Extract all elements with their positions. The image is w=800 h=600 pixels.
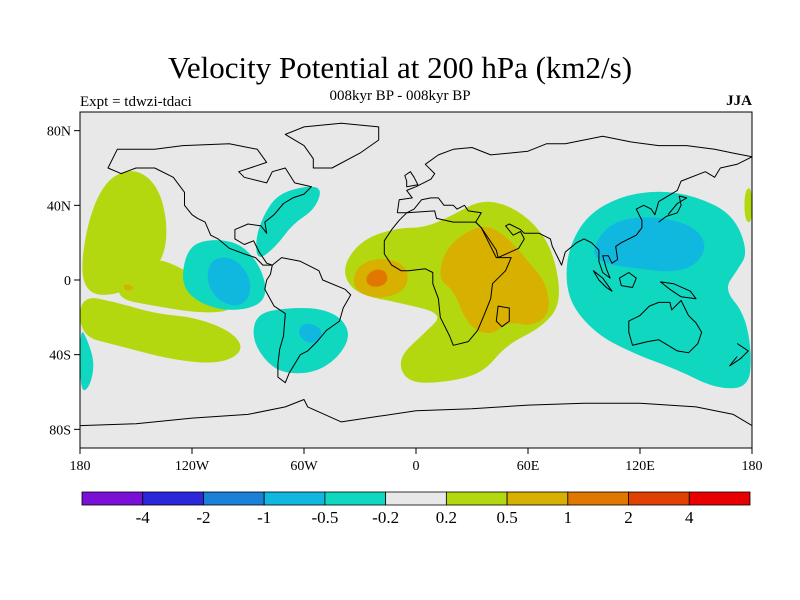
x-tick-label: 0 — [413, 459, 420, 474]
colorbar-swatch — [324, 491, 387, 506]
colorbar-swatch — [567, 491, 629, 506]
colorbar-swatch — [688, 491, 751, 506]
colorbar-swatch — [385, 491, 447, 506]
colorbar-label: -2 — [196, 508, 210, 527]
coastline-japan — [658, 195, 688, 223]
colorbar-label: 0.5 — [496, 508, 517, 527]
coastline-new-guinea — [660, 281, 697, 300]
contour-west-pacific-core — [594, 217, 705, 272]
coastline-greenland — [284, 122, 380, 169]
contour-southern-edge-negative — [80, 332, 94, 391]
season-label: JJA — [726, 93, 752, 109]
coastline-north-america — [107, 143, 312, 266]
y-tick-label: 0 — [64, 274, 71, 289]
colorbar-swatch — [81, 491, 144, 506]
y-tick-label: 80N — [47, 125, 71, 140]
experiment-label: Expt = tdwzi-tdaci — [80, 94, 192, 110]
contour-tiny-pacific-positive — [123, 284, 134, 291]
colorbar: -4 -2 -1 -0.5 -0.2 0.2 0.5 1 2 4 — [81, 491, 751, 527]
colorbar-label: -0.5 — [311, 508, 338, 527]
colorbar-swatch — [445, 491, 508, 506]
colorbar-swatch — [263, 491, 326, 506]
coastline-asia-east — [397, 156, 752, 279]
coastline-south-america — [264, 257, 352, 384]
contour-south-america-negative — [253, 308, 348, 374]
coastline-antarctica — [80, 399, 752, 427]
contour-south-pacific-positive — [80, 298, 241, 363]
contour-east-africa-core — [440, 226, 549, 334]
x-tick-label: 60E — [517, 459, 540, 474]
colorbar-label: -1 — [257, 508, 271, 527]
contour-dateline-positive — [744, 188, 752, 223]
coastline-indonesia-1 — [592, 270, 613, 292]
coastline-indonesia-2 — [619, 272, 637, 288]
x-tick-label: 120W — [175, 459, 210, 474]
map-plot-area — [80, 112, 752, 448]
colorbar-label: 1 — [564, 508, 573, 527]
colorbar-swatch — [203, 491, 265, 506]
x-tick-label: 60W — [290, 459, 318, 474]
colorbar-swatch — [506, 491, 569, 506]
x-tick-label: 180 — [70, 459, 91, 474]
colorbar-label: -0.2 — [372, 508, 399, 527]
contour-north-atlantic-negative — [256, 186, 320, 257]
coastline-africa — [383, 210, 512, 346]
colorbar-label: 4 — [685, 508, 694, 527]
coastline-madagascar — [495, 305, 510, 328]
y-tick-label: 40N — [47, 199, 71, 214]
colorbar-swatch — [142, 491, 204, 506]
contour-africa-west-max — [366, 269, 388, 287]
axis-ticks: 180 120W 60W 0 60E 120E 180 80N 40N 0 40S 80S — [47, 125, 763, 474]
coastline-uk — [404, 171, 419, 188]
contour-south-america-core — [299, 323, 322, 343]
subtitle: 008kyr BP - 008kyr BP — [329, 88, 471, 104]
contour-east-pacific-core — [207, 257, 251, 306]
x-tick-label: 120E — [625, 459, 655, 474]
page-title: Velocity Potential at 200 hPa (km2/s) — [167, 50, 633, 85]
colorbar-label: 2 — [624, 508, 633, 527]
y-tick-label: 40S — [49, 349, 71, 364]
colorbar-swatch — [628, 491, 690, 506]
y-tick-label: 80S — [49, 423, 71, 438]
colorbar-label: 0.2 — [436, 508, 457, 527]
x-tick-label: 180 — [742, 459, 763, 474]
coastline-eurasia — [396, 135, 752, 213]
colorbar-label: -4 — [136, 508, 151, 527]
coastline-new-zealand — [729, 343, 749, 367]
coastline-australia — [628, 300, 703, 354]
